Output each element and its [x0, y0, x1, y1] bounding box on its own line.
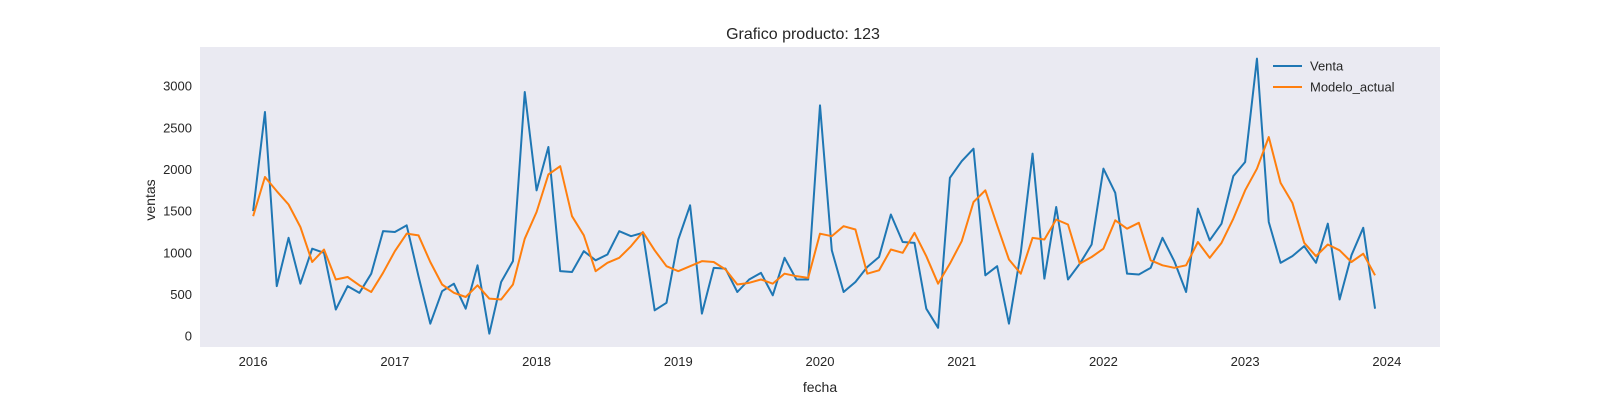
y-tick-label: 0	[185, 329, 192, 344]
series-line-modelo-actual	[252, 136, 1376, 301]
x-tick-label: 2021	[947, 354, 976, 369]
x-tick-label: 2023	[1231, 354, 1260, 369]
y-tick-label: 2500	[163, 120, 192, 135]
legend-label: Modelo_actual	[1310, 80, 1395, 95]
y-tick-label: 1000	[163, 245, 192, 260]
y-axis-label: ventas	[142, 179, 158, 220]
plot-area	[200, 47, 1440, 347]
x-tick-label: 2020	[806, 354, 835, 369]
chart-title: Grafico producto: 123	[726, 26, 880, 43]
x-tick-label: 2019	[664, 354, 693, 369]
y-tick-label: 2000	[163, 162, 192, 177]
x-tick-label: 2016	[239, 354, 268, 369]
x-tick-label: 2018	[522, 354, 551, 369]
x-tick-label: 2022	[1089, 354, 1118, 369]
legend-label: Venta	[1310, 59, 1344, 74]
x-tick-label: 2017	[380, 354, 409, 369]
y-tick-label: 1500	[163, 204, 192, 219]
y-tick-label: 3000	[163, 79, 192, 94]
y-tick-label: 500	[170, 287, 192, 302]
x-tick-label: 2024	[1372, 354, 1401, 369]
series-line-venta	[252, 57, 1377, 335]
legend: Venta Modelo_actual	[1273, 59, 1395, 95]
x-axis-label: fecha	[803, 379, 837, 395]
